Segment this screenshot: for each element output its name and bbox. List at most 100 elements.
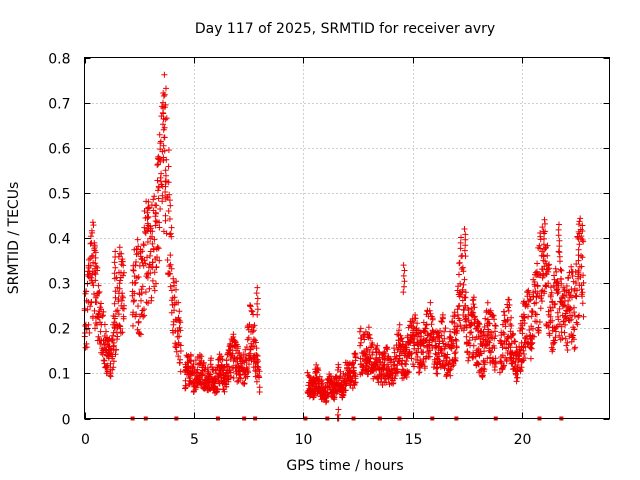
data-point [466, 337, 473, 344]
data-point [356, 328, 363, 335]
data-point [358, 339, 364, 346]
data-point [438, 332, 445, 339]
data-point [485, 316, 491, 323]
data-point [177, 348, 184, 354]
data-point [562, 321, 569, 328]
data-point [575, 252, 582, 259]
data-point [526, 327, 533, 333]
data-point [92, 325, 98, 332]
data-point [523, 301, 530, 308]
data-point [454, 328, 461, 334]
data-point [95, 290, 102, 296]
data-point [456, 302, 463, 309]
data-point [531, 333, 538, 340]
data-point [399, 357, 406, 364]
data-point [569, 273, 576, 279]
data-point [89, 219, 96, 226]
data-point [451, 350, 458, 357]
data-point [167, 202, 174, 209]
data-point [357, 325, 364, 332]
data-point [107, 360, 114, 367]
data-point [403, 361, 409, 368]
data-point [176, 317, 183, 324]
data-point [236, 349, 243, 356]
data-point [549, 304, 556, 311]
data-point [570, 336, 577, 343]
data-point [539, 224, 546, 231]
data-point [152, 218, 159, 224]
data-point [247, 346, 254, 353]
data-point [162, 178, 169, 185]
data-point [161, 91, 168, 98]
data-point [115, 311, 122, 318]
data-point [91, 244, 98, 250]
data-point [556, 332, 563, 339]
data-point [145, 204, 152, 211]
data-point [504, 317, 511, 324]
data-point [95, 333, 102, 340]
data-point [575, 221, 582, 228]
data-point [520, 351, 527, 357]
data-point [510, 331, 517, 338]
data-point [572, 344, 579, 351]
data-point [400, 272, 407, 279]
data-point [573, 293, 580, 300]
data-point [403, 374, 410, 380]
data-point [116, 285, 123, 292]
data-point [256, 384, 263, 391]
data-point [372, 346, 379, 353]
data-point [537, 305, 544, 312]
data-point [335, 406, 342, 413]
data-point [110, 332, 116, 339]
data-point [385, 363, 392, 370]
data-point [254, 295, 261, 302]
data-point [455, 303, 462, 310]
data-point [462, 294, 469, 301]
data-point [518, 364, 525, 371]
data-point [252, 339, 259, 346]
data-point [130, 267, 137, 274]
data-point [145, 213, 152, 220]
data-point [374, 342, 381, 349]
data-point [366, 331, 373, 338]
data-point [92, 277, 99, 284]
data-point [550, 346, 556, 353]
x-tick-label: 5 [190, 432, 199, 448]
data-point [112, 248, 119, 255]
data-point [504, 334, 511, 341]
data-point [327, 373, 334, 379]
data-point [394, 362, 401, 369]
data-point [458, 234, 464, 241]
data-point [465, 357, 472, 364]
data-point [149, 259, 156, 266]
data-point [249, 308, 256, 315]
data-point [534, 260, 541, 267]
data-point [486, 320, 493, 327]
data-point [116, 322, 123, 329]
data-point [160, 105, 167, 111]
data-point [437, 327, 443, 334]
data-point [161, 147, 168, 154]
data-point [519, 326, 526, 332]
data-point [467, 329, 473, 336]
data-point [393, 353, 400, 360]
data-point [505, 307, 512, 314]
data-point [117, 277, 124, 284]
data-point [103, 328, 109, 335]
data-point [536, 242, 543, 249]
data-point [255, 358, 262, 365]
data-point [417, 357, 423, 364]
data-point [545, 268, 552, 275]
data-point [568, 316, 575, 323]
data-point [506, 296, 513, 303]
data-point [552, 334, 559, 341]
data-point [150, 246, 157, 253]
data-point [365, 324, 372, 331]
data-point [491, 345, 498, 352]
data-point [579, 222, 586, 229]
data-point [147, 252, 153, 259]
data-point [192, 357, 199, 364]
y-tick-label: 0.8 [48, 52, 70, 68]
data-point [544, 252, 551, 259]
data-point [352, 373, 359, 380]
